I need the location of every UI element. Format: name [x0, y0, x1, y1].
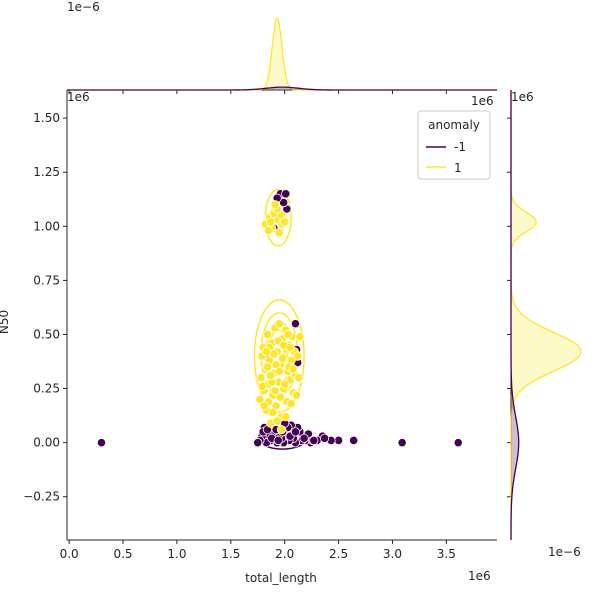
- scatter-point-1-66: [281, 412, 291, 422]
- x-offset-label: 1e6: [468, 569, 491, 583]
- scatter-point-0-0: [96, 438, 107, 448]
- scatter-point-1-73: [259, 401, 269, 411]
- scatter-point-1-48: [295, 332, 305, 342]
- scatter-point-0-47: [279, 197, 289, 208]
- scatter-point-0-1: [349, 435, 359, 446]
- top-marginal-fill-1: [67, 87, 497, 90]
- y-offset-label: 1e6: [67, 90, 90, 104]
- scatter-point-1-51: [262, 362, 273, 372]
- y-tick-label-6: 1.25: [33, 165, 60, 179]
- legend-frame: [417, 110, 491, 180]
- scatter-point-1-10: [270, 200, 280, 210]
- scatter-point-0-53: [290, 319, 301, 329]
- scatter-point-1-74: [257, 381, 267, 391]
- scatter-point-1-58: [277, 353, 288, 363]
- x-tick-label-6: 3.0: [383, 547, 402, 561]
- scatter-point-1-20: [262, 329, 273, 340]
- y-tick-label-2: 0.25: [33, 382, 60, 396]
- x-offset-label-repeat: 1e6: [471, 94, 494, 108]
- top-marginal-fill-0: [67, 18, 497, 91]
- x-tick-label-0: 0.0: [60, 547, 79, 561]
- right-marginal-fill-1: [511, 90, 519, 540]
- scatter-point-0-40: [299, 433, 309, 443]
- x-tick-label-1: 0.5: [113, 547, 132, 561]
- scatter-point-1-9: [280, 217, 290, 227]
- scatter-point-1-76: [288, 364, 298, 374]
- scatter-point-1-65: [276, 425, 287, 435]
- top-marginal-kde: [67, 17, 497, 94]
- scatter-point-1-63: [268, 407, 278, 417]
- main-axes: 0.0 0.5 1.0 1.5 2.0 2.5 3.0 3.5 −0.25 0.00 0.25 0.5…: [23, 90, 497, 561]
- scatter-point-1-75: [261, 347, 271, 357]
- scatter-point-1-11: [274, 228, 284, 238]
- scatter-point-1-62: [286, 399, 296, 409]
- scatter-point-1-12: [266, 217, 276, 227]
- top-marginal-offset-label: 1e−6: [67, 0, 100, 14]
- legend-label-pos1: 1: [454, 161, 462, 175]
- scatter-point-1-57: [275, 392, 285, 402]
- scatter-point-0-42: [309, 435, 319, 446]
- scatter-point-0-54: [273, 435, 283, 446]
- top-marginal-curve-1: [67, 86, 497, 91]
- right-marginal-y-offset-label: 1e6: [511, 90, 534, 104]
- y-tick-label-4: 0.75: [33, 273, 60, 287]
- legend: anomaly -1 1: [417, 110, 491, 180]
- x-tick-label-5: 2.5: [329, 547, 348, 561]
- scatter-point-1-64: [272, 416, 282, 426]
- y-axis-label: N50: [0, 310, 11, 334]
- scatter-point-1-49: [294, 373, 304, 383]
- x-tick-label-3: 1.5: [221, 547, 240, 561]
- x-tick-label-2: 1.0: [167, 547, 186, 561]
- x-tick-label-4: 2.0: [275, 547, 294, 561]
- scatter-point-1-71: [283, 329, 293, 340]
- y-tick-label-3: 0.50: [33, 327, 60, 341]
- scatter-point-1-14: [256, 373, 266, 383]
- legend-title: anomaly: [428, 118, 480, 132]
- scatter-point-1-68: [270, 386, 280, 396]
- scatter-point-1-47: [293, 351, 303, 361]
- scatter-point-1-7: [263, 226, 274, 236]
- kde-contour-0-0: [253, 299, 305, 414]
- y-tick-label-5: 1.00: [33, 219, 60, 233]
- x-tick-label-7: 3.5: [437, 547, 456, 561]
- y-tick-label-0: −0.25: [23, 490, 60, 504]
- right-marginal-kde: [507, 90, 582, 540]
- scatter-point-0-4: [333, 435, 344, 446]
- scatter-point-0-39: [290, 427, 301, 437]
- scatter-point-1-72: [266, 370, 276, 381]
- scatter-point-1-31: [274, 319, 284, 329]
- right-marginal-offset-label: 1e−6: [548, 545, 581, 559]
- scatter-point-0-2: [397, 438, 407, 448]
- scatter-point-1-69: [274, 366, 284, 376]
- scatter-point-0-32: [253, 438, 263, 448]
- x-axis-label: total_length: [245, 571, 317, 585]
- right-marginal-curve-1: [510, 90, 520, 540]
- scatter-point-0-45: [281, 189, 291, 199]
- scatter-point-1-77: [285, 342, 295, 353]
- y-tick-label-1: 0.00: [33, 436, 60, 450]
- scatter-point-1-13: [255, 394, 265, 404]
- scatter-point-1-50: [291, 390, 302, 400]
- y-tick-label-7: 1.50: [33, 111, 60, 125]
- scatter-point-1-59: [280, 379, 290, 389]
- scatter-point-0-3: [453, 438, 463, 448]
- scatter-point-1-54: [269, 349, 279, 359]
- scatter-point-0-43: [319, 433, 330, 443]
- legend-label-neg1: -1: [454, 140, 466, 154]
